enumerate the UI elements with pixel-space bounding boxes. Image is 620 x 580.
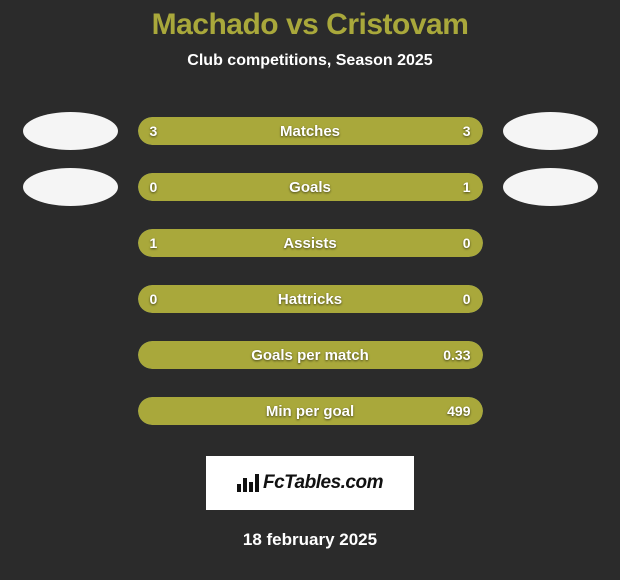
avatar-spacer — [23, 224, 118, 262]
player-right-avatar — [503, 168, 598, 206]
avatar-spacer — [503, 336, 598, 374]
player-left-avatar — [23, 168, 118, 206]
subtitle: Club competitions, Season 2025 — [0, 52, 620, 70]
stat-bar: 0Goals1 — [138, 173, 483, 201]
logo-box: FcTables.com — [206, 456, 414, 510]
stat-row: 3Matches3 — [0, 112, 620, 150]
stat-row: 1Assists0 — [0, 224, 620, 262]
stat-row: Min per goal499 — [0, 392, 620, 430]
stats-rows: 3Matches3 0Goals1 1Assists0 0Hattricks0 Goal… — [0, 112, 620, 430]
stat-row: 0Hattricks0 — [0, 280, 620, 318]
player-right-avatar — [503, 112, 598, 150]
bar-fill-full — [138, 397, 483, 425]
bar-fill-left — [138, 229, 407, 257]
stat-bar: Goals per match0.33 — [138, 341, 483, 369]
bar-fill-left — [138, 285, 324, 313]
avatar-spacer — [503, 280, 598, 318]
avatar-spacer — [23, 392, 118, 430]
avatar-spacer — [23, 280, 118, 318]
stat-row: Goals per match0.33 — [0, 336, 620, 374]
date-label: 18 february 2025 — [0, 530, 620, 550]
logo-text: FcTables.com — [263, 472, 383, 494]
avatar-spacer — [503, 392, 598, 430]
avatar-spacer — [23, 336, 118, 374]
bar-fill-left — [138, 173, 200, 201]
stat-bar: Min per goal499 — [138, 397, 483, 425]
player-left-avatar — [23, 112, 118, 150]
bar-fill-right — [200, 173, 483, 201]
bar-fill-right — [324, 285, 483, 313]
bar-fill-full — [138, 341, 483, 369]
bar-fill-right — [407, 229, 483, 257]
page-title: Machado vs Cristovam — [0, 8, 620, 42]
avatar-spacer — [503, 224, 598, 262]
bar-fill-right — [310, 117, 483, 145]
bar-fill-left — [138, 117, 311, 145]
stat-row: 0Goals1 — [0, 168, 620, 206]
comparison-card: Machado vs Cristovam Club competitions, … — [0, 0, 620, 550]
stat-bar: 0Hattricks0 — [138, 285, 483, 313]
bar-chart-icon — [237, 474, 259, 492]
stat-bar: 3Matches3 — [138, 117, 483, 145]
stat-bar: 1Assists0 — [138, 229, 483, 257]
